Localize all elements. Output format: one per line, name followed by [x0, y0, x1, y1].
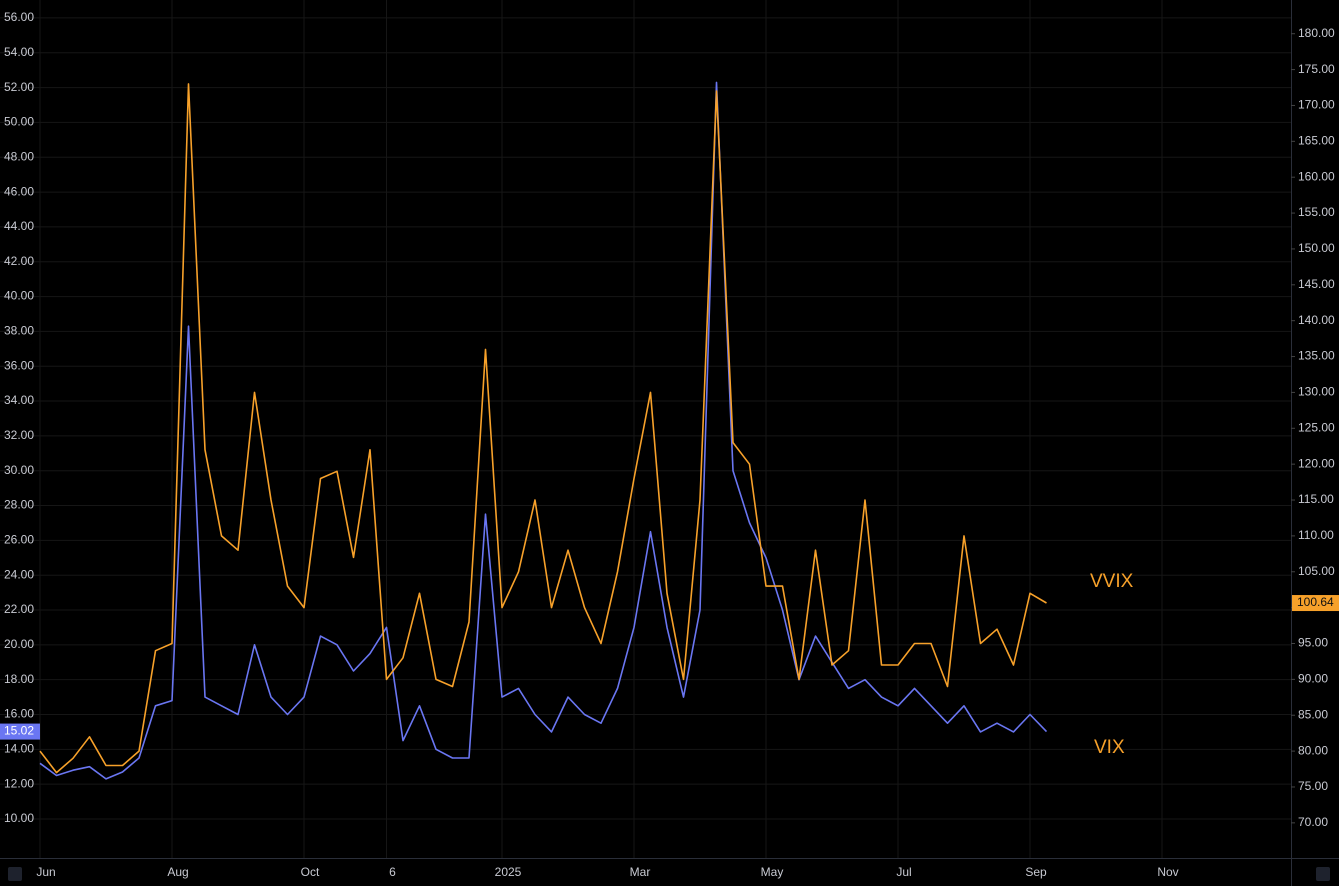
y2-tick-label: 140.00	[1298, 313, 1335, 327]
series-label: VIX	[1094, 737, 1125, 758]
y2-tick-label: 180.00	[1298, 26, 1335, 40]
x-tick-label: Aug	[167, 865, 188, 879]
y-tick-label: 36.00	[4, 358, 34, 372]
x-tick-label: 2025	[495, 865, 522, 879]
y-tick-label: 26.00	[4, 533, 34, 547]
y2-tick-label: 165.00	[1298, 133, 1335, 147]
y2-tick-label: 75.00	[1298, 779, 1328, 793]
x-tick-label: Oct	[301, 865, 320, 879]
series-line	[39, 81, 1048, 780]
y-tick-label: 20.00	[4, 637, 34, 651]
y2-tick-label: 95.00	[1298, 636, 1328, 650]
auto-scale-button[interactable]	[1316, 867, 1330, 881]
y-tick-label: 16.00	[4, 707, 34, 721]
y2-tick-label: 120.00	[1298, 456, 1335, 470]
y2-tick-label: 150.00	[1298, 241, 1335, 255]
y-tick-label: 48.00	[4, 149, 34, 163]
y2-tick-label: 170.00	[1298, 98, 1335, 112]
y-tick-label: 52.00	[4, 80, 34, 94]
y-tick-label: 50.00	[4, 115, 34, 129]
y-tick-label: 34.00	[4, 393, 34, 407]
grid	[0, 0, 1291, 858]
y-tick-label: 24.00	[4, 567, 34, 581]
series-line	[39, 83, 1047, 774]
y-tick-label: 28.00	[4, 498, 34, 512]
price-label-box	[0, 723, 40, 740]
price-label: 100.64	[1297, 595, 1334, 609]
y-tick-label: 30.00	[4, 463, 34, 477]
y2-tick-label: 160.00	[1298, 169, 1335, 183]
x-tick-label: Sep	[1025, 865, 1047, 879]
y-tick-label: 18.00	[4, 672, 34, 686]
x-tick-label: May	[761, 865, 784, 879]
x-tick-label: Nov	[1157, 865, 1178, 879]
y2-tick-label: 135.00	[1298, 349, 1335, 363]
y-tick-label: 40.00	[4, 289, 34, 303]
y2-tick-label: 70.00	[1298, 815, 1328, 829]
y2-tick-label: 90.00	[1298, 672, 1328, 686]
y2-tick-label: 80.00	[1298, 743, 1328, 757]
y2-tick-label: 130.00	[1298, 385, 1335, 399]
price-label-box	[1292, 595, 1339, 612]
x-tick-label: Jun	[36, 865, 55, 879]
y2-tick-label: 115.00	[1298, 492, 1334, 506]
axes: 10.00 12.00 14.00 16.00 18.00 20.00 22.00 24.00…	[0, 10, 1339, 879]
y2-tick-label: 175.00	[1298, 62, 1335, 76]
y-tick-label: 22.00	[4, 602, 34, 616]
y2-tick-label: 105.00	[1298, 564, 1335, 578]
y2-tick-label: 110.00	[1298, 528, 1334, 542]
timezone-button[interactable]	[8, 867, 22, 881]
y-tick-label: 12.00	[4, 776, 34, 790]
y-tick-label: 32.00	[4, 428, 34, 442]
y2-tick-label: 155.00	[1298, 205, 1335, 219]
x-tick-label: Jul	[896, 865, 911, 879]
y-tick-label: 38.00	[4, 324, 34, 338]
y-tick-label: 46.00	[4, 184, 34, 198]
x-tick-label: Mar	[630, 865, 651, 879]
y-tick-label: 10.00	[4, 811, 34, 825]
y-tick-label: 42.00	[4, 254, 34, 268]
x-tick-label: 6	[389, 865, 396, 879]
y-tick-label: 14.00	[4, 742, 34, 756]
y2-tick-label: 125.00	[1298, 420, 1335, 434]
y-tick-label: 54.00	[4, 45, 34, 59]
y-tick-label: 44.00	[4, 219, 34, 233]
y2-tick-label: 85.00	[1298, 707, 1328, 721]
y2-tick-label: 145.00	[1298, 277, 1335, 291]
price-label: 15.02	[4, 724, 34, 738]
series-label: VVIX	[1090, 571, 1134, 592]
lines	[39, 81, 1048, 780]
y-tick-label: 56.00	[4, 10, 34, 24]
